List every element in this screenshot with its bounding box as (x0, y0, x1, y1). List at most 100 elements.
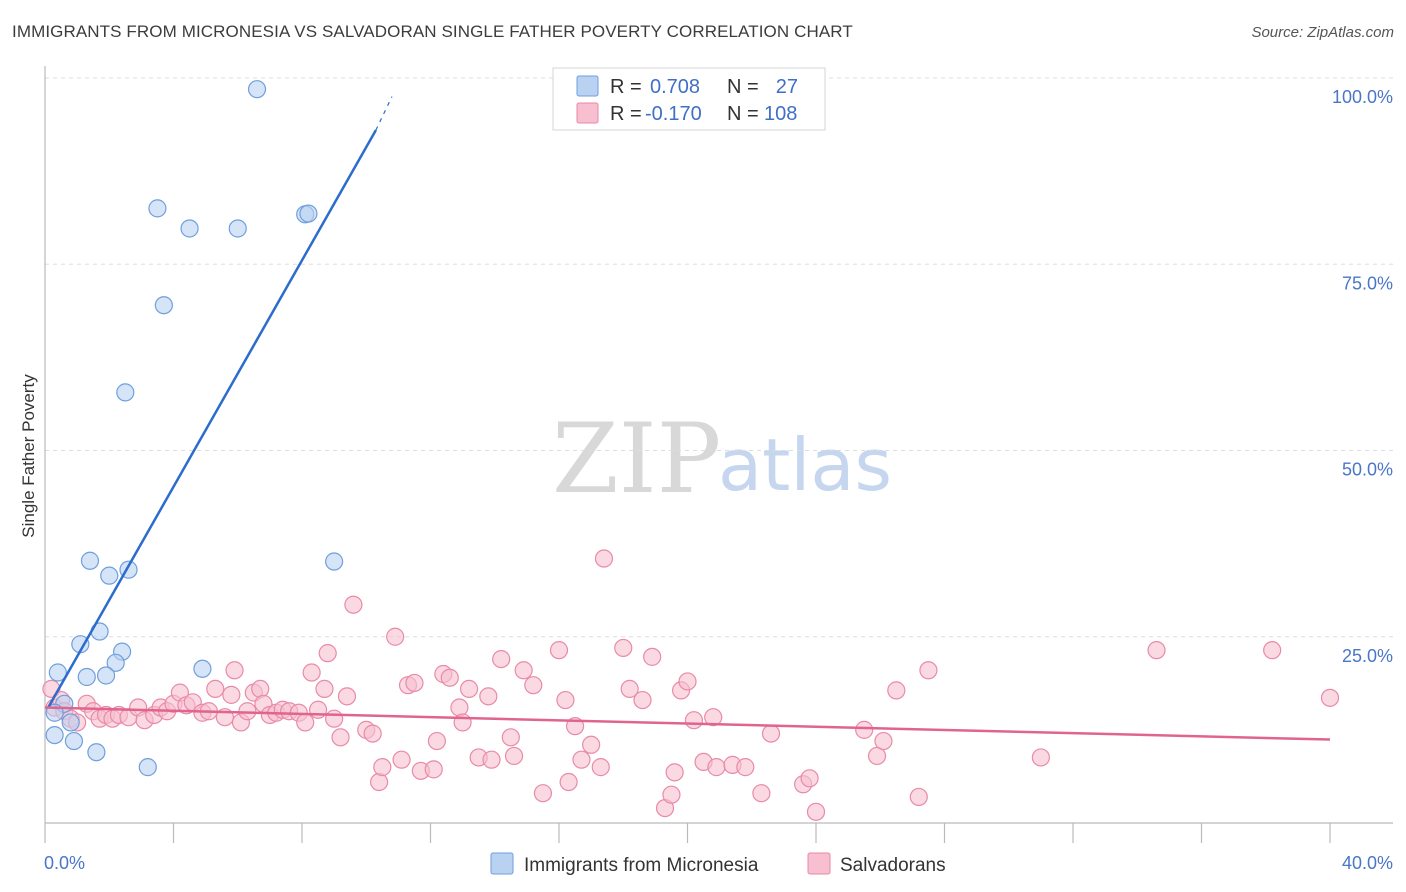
legend-r-value-1: 0.708 (650, 76, 700, 98)
salvadoran-point (251, 679, 270, 699)
watermark-zip: ZIP (552, 403, 721, 515)
legend-n-label-1: N = (727, 76, 759, 98)
salvadoran-point (533, 784, 553, 803)
salvadoran-point (1147, 641, 1166, 660)
salvadoran-point (582, 735, 601, 754)
salvadoran-point (678, 672, 697, 691)
salvadoran-point (620, 679, 639, 699)
salvadoran-point (427, 731, 447, 751)
salvadoran-point (887, 681, 906, 700)
micronesia-point (228, 219, 247, 238)
salvadoran-point (559, 772, 578, 792)
salvadoran-point (318, 644, 337, 663)
micronesia-point (100, 566, 119, 585)
salvadoran-point (405, 673, 424, 693)
legend-n-value-2: 108 (764, 103, 797, 125)
series-legend: Immigrants from Micronesia Salvadorans (490, 852, 946, 876)
legend-n-label-2: N = (727, 103, 759, 125)
salvadoran-point (315, 679, 334, 699)
legend-n-value-1: 27 (776, 76, 798, 98)
salvadorans-points (42, 549, 1340, 821)
micronesia-point (299, 204, 318, 223)
y-tick-label: 50.0% (1342, 460, 1393, 480)
legend-r-value-2: -0.170 (645, 103, 702, 125)
micronesia-point (154, 296, 173, 315)
micronesia-point (64, 731, 84, 751)
salvadoran-point (761, 724, 781, 743)
micronesia-point (87, 743, 106, 762)
micronesia-point (148, 199, 167, 218)
source-label: Source: ZipAtlas.com (1251, 24, 1394, 41)
salvadoran-point (479, 687, 498, 706)
y-tick-label: 100.0% (1332, 87, 1393, 107)
salvadoran-point (504, 746, 524, 766)
salvadoran-point (453, 713, 472, 732)
y-tick-label: 75.0% (1342, 273, 1393, 293)
micronesia-point (116, 383, 135, 402)
trend-lines (44, 96, 1331, 741)
legend-r-label-2: R = (610, 103, 642, 125)
salvadoran-point (344, 595, 363, 614)
micronesia-point (80, 551, 100, 570)
salvadoran-point (572, 750, 591, 769)
bottom-legend-label-1: Immigrants from Micronesia (524, 855, 759, 876)
salvadoran-point (363, 724, 382, 743)
micronesia-point (61, 713, 80, 732)
salvadoran-point (386, 627, 405, 646)
legend-swatch-blue (576, 75, 599, 97)
micronesia-point (180, 219, 199, 238)
salvadoran-trend-line (44, 706, 1331, 741)
salvadoran-point (736, 758, 755, 777)
salvadoran-point (492, 649, 511, 669)
salvadoran-point (909, 787, 928, 807)
salvadoran-point (752, 784, 771, 803)
salvadoran-point (440, 668, 459, 687)
salvadoran-point (800, 769, 819, 788)
salvadoran-point (707, 758, 726, 777)
salvadoran-point (806, 802, 826, 821)
salvadoran-point (331, 728, 350, 747)
salvadoran-point (855, 720, 874, 739)
bottom-legend-label-2: Salvadorans (840, 855, 946, 876)
salvadoran-point (919, 661, 938, 680)
micronesia-trend-extension (375, 96, 393, 131)
micronesia-point (247, 80, 267, 99)
legend-swatch-pink (576, 102, 599, 124)
axes (44, 66, 1393, 843)
salvadoran-point (1263, 641, 1282, 660)
salvadoran-point (556, 690, 575, 710)
micronesia-points (45, 80, 344, 777)
chart-title: IMMIGRANTS FROM MICRONESIA VS SALVADORAN… (12, 22, 853, 41)
micronesia-point (106, 653, 125, 672)
salvadoran-point (222, 685, 241, 704)
salvadoran-point (459, 679, 479, 699)
salvadoran-point (704, 708, 723, 727)
salvadoran-point (514, 661, 533, 680)
micronesia-point (193, 659, 212, 678)
salvadoran-point (225, 661, 244, 680)
salvadoran-point (524, 676, 543, 695)
salvadoran-point (325, 709, 344, 728)
salvadoran-point (594, 549, 614, 568)
salvadoran-point (206, 679, 225, 699)
salvadoran-point (665, 763, 684, 782)
salvadoran-point (643, 647, 662, 666)
salvadoran-point (373, 758, 392, 777)
salvadoran-point (302, 663, 321, 682)
bottom-legend-swatch-blue (490, 852, 514, 875)
x-tick-label-max: 40.0% (1342, 853, 1393, 873)
y-axis-label: Single Father Poverty (19, 374, 38, 538)
salvadoran-point (614, 638, 633, 658)
salvadoran-point (1320, 688, 1340, 707)
micronesia-point (48, 663, 67, 682)
micronesia-point (45, 725, 64, 745)
salvadoran-point (392, 750, 411, 769)
salvadoran-point (424, 760, 443, 779)
micronesia-trend-line (47, 129, 377, 709)
micronesia-point (325, 552, 344, 571)
salvadoran-point (501, 728, 520, 747)
salvadoran-point (1031, 748, 1050, 767)
legend-r-label-1: R = (610, 76, 642, 98)
salvadoran-point (549, 641, 569, 660)
